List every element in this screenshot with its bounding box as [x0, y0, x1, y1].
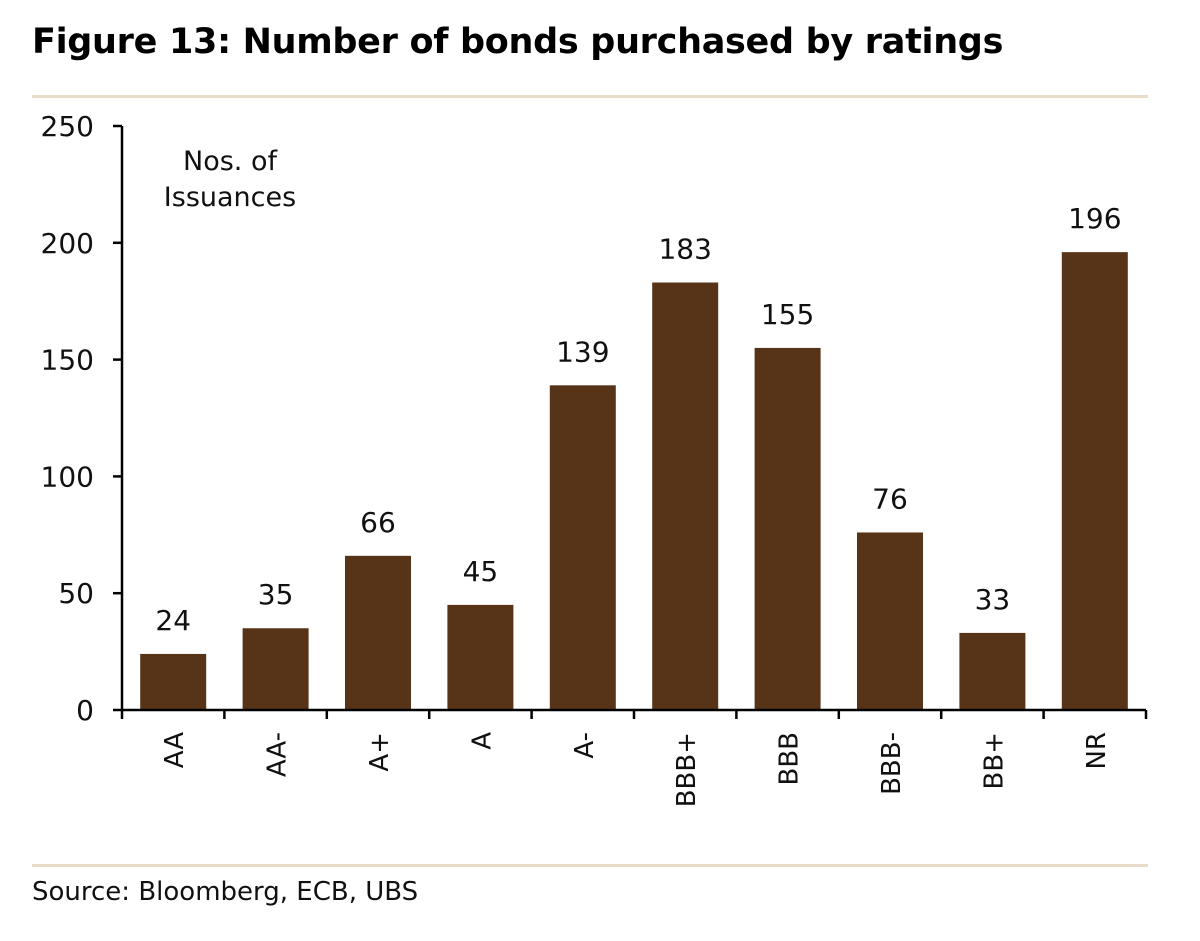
top-divider: [32, 95, 1148, 98]
x-category-label-NR: NR: [1082, 732, 1112, 770]
x-category-label-AA-: AA-: [263, 732, 293, 777]
data-label-AA-: 35: [258, 578, 294, 611]
y-tick-label: 100: [41, 460, 94, 493]
data-label-A: 45: [463, 555, 499, 588]
data-label-BBB: 155: [761, 298, 814, 331]
y-tick-labels: 0 50 100 150 200 250: [41, 110, 94, 727]
bar-AA-: [242, 628, 309, 710]
x-category-label-A+: A+: [365, 732, 395, 772]
y-tick-label: 250: [41, 110, 94, 143]
x-category-label-BB+: BB+: [979, 732, 1009, 789]
y-unit-label: Nos. of Issuances: [164, 146, 296, 213]
y-unit-label-line: Nos. of: [183, 146, 278, 177]
bar-BBB: [754, 347, 821, 710]
x-category-label-A: A: [467, 732, 497, 750]
axes: [113, 124, 1148, 719]
bar-A-: [549, 385, 616, 710]
category-labels: AA AA- A+ A A- BBB+ BBB BBB- BB+ NR: [160, 732, 1112, 808]
data-label-A-: 139: [556, 335, 609, 368]
data-label-BB+: 33: [975, 583, 1011, 616]
data-label-NR: 196: [1068, 202, 1121, 235]
y-tick-label: 0: [76, 694, 94, 727]
x-category-label-BBB: BBB: [775, 732, 805, 786]
bar-NR: [1061, 252, 1128, 711]
x-category-label-BBB+: BBB+: [672, 732, 702, 807]
data-labels: 24 35 66 45 139 183 155 76 33 196: [155, 202, 1121, 637]
bar-BBB+: [652, 282, 719, 710]
bar-BBB-: [857, 532, 923, 710]
source-note: Source: Bloomberg, ECB, UBS: [32, 877, 419, 907]
y-tick-label: 150: [41, 344, 94, 377]
bar-A: [447, 604, 514, 710]
bar-AA: [140, 653, 207, 710]
x-category-label-A-: A-: [570, 732, 600, 759]
data-label-BBB+: 183: [658, 233, 711, 266]
bar-chart: Nos. of Issuances 24 35 66 45 139 183 155 76 33 19…: [41, 110, 1148, 808]
x-category-label-AA: AA: [160, 732, 190, 769]
data-label-AA: 24: [155, 604, 191, 637]
y-tick-label: 50: [58, 577, 94, 610]
bar-A+: [345, 555, 411, 710]
y-tick-label: 200: [41, 227, 94, 260]
bottom-divider: [32, 864, 1148, 867]
chart-title: Figure 13: Number of bonds purchased by …: [32, 22, 1004, 62]
y-unit-label-line: Issuances: [164, 182, 296, 213]
data-label-BBB-: 76: [872, 482, 908, 515]
data-label-A+: 66: [360, 506, 396, 539]
bars: [140, 252, 1128, 711]
bar-BB+: [959, 632, 1026, 710]
x-category-label-BBB-: BBB-: [877, 732, 907, 795]
